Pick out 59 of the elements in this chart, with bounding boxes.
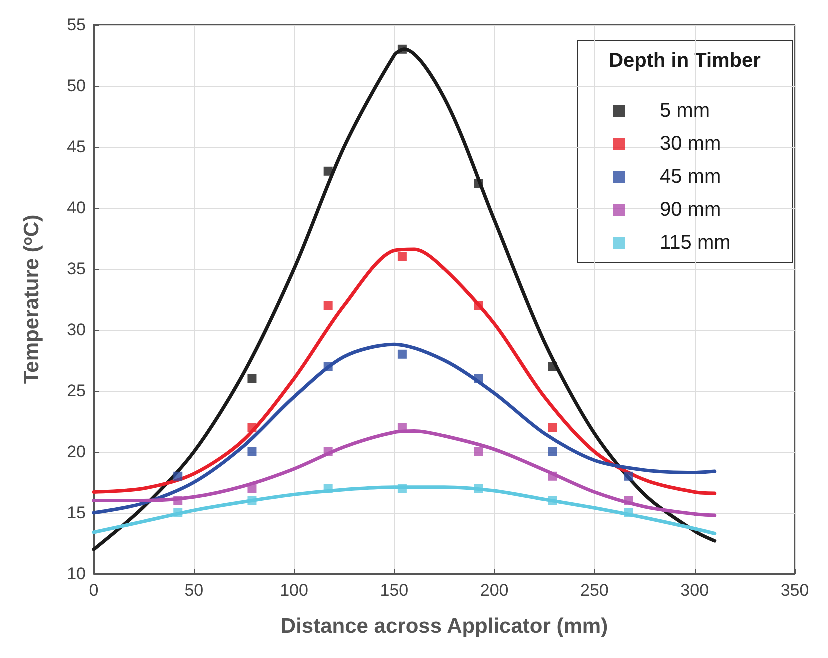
point [474,179,484,188]
point [474,374,484,384]
point [624,472,634,481]
y-tick-label: 30 [67,320,86,340]
y-tick-label: 55 [67,16,86,34]
y-axis-title: Temperature (oC) [19,214,44,384]
point [174,472,183,481]
y-tick-label: 40 [67,198,86,218]
y-tick-label: 25 [67,382,86,400]
point [398,44,407,54]
point [248,423,257,432]
point [548,496,558,506]
x-tick-label: 150 [380,581,409,600]
y-tick-label: 35 [67,260,86,278]
legend-label: 90 mm [660,199,722,221]
legend-title: Depth in Timber [609,50,762,72]
point [548,472,558,481]
x-tick-label: 50 [184,581,204,600]
point [174,496,183,506]
x-axis-title: Distance across Applicator (mm) [280,615,608,638]
x-tick-label: 0 [89,581,99,600]
point [624,496,634,506]
point [548,362,558,372]
line-series [92,342,717,515]
x-tick-label: 250 [580,581,609,600]
point [324,448,333,456]
point [398,484,407,494]
y-tick-label: 15 [67,504,86,522]
point [174,508,183,518]
y-tick-label: 20 [67,442,86,462]
point [324,166,333,176]
legend-label: 30 mm [660,133,722,155]
x-tick-label: 300 [680,581,710,600]
point [324,301,333,310]
x-tick-label: 100 [280,581,308,600]
legend-label: 45 mm [660,166,722,188]
y-tick-label: 50 [67,76,86,96]
legend-label: 115 mm [660,232,731,254]
point [474,484,484,494]
y-tick-label: 10 [67,564,86,584]
point [248,374,257,384]
point [248,448,257,456]
point [324,484,333,494]
point [398,252,407,262]
point [474,301,484,310]
point [624,508,634,518]
point [398,350,407,359]
y-tick-label: 45 [67,138,86,156]
x-tick-label: 200 [480,581,509,600]
line-series [92,486,717,536]
legend-label: 5 mm [660,100,710,122]
point [324,362,333,372]
point [248,496,257,506]
point [474,448,484,456]
line-series [92,248,717,496]
point [548,448,558,456]
point [548,423,558,432]
point [248,484,257,494]
x-tick-label: 350 [780,581,810,600]
